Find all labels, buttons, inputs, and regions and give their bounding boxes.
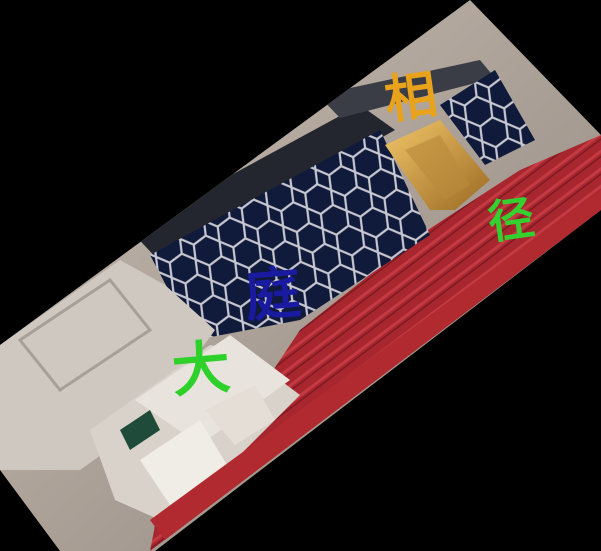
carpet-edge xyxy=(150,190,601,540)
overlay-character-4: 大 xyxy=(169,332,233,406)
green-inlay xyxy=(120,410,160,450)
doorway-panel xyxy=(405,135,470,200)
cenotaph-top xyxy=(135,335,290,445)
overlay-character-3: 庭 xyxy=(242,260,304,331)
overlay-character-2: 径 xyxy=(484,190,538,250)
overlay-character-1: 相 xyxy=(381,64,441,132)
marble-wall-panel xyxy=(0,260,215,470)
hex-grille-right xyxy=(440,70,535,165)
cloth-fold xyxy=(205,385,275,445)
upper-frieze xyxy=(318,60,495,118)
cloth-cover xyxy=(140,420,230,505)
calligraphy-band xyxy=(130,105,395,262)
marble-frame xyxy=(17,277,153,393)
hex-grille-left xyxy=(150,130,430,340)
